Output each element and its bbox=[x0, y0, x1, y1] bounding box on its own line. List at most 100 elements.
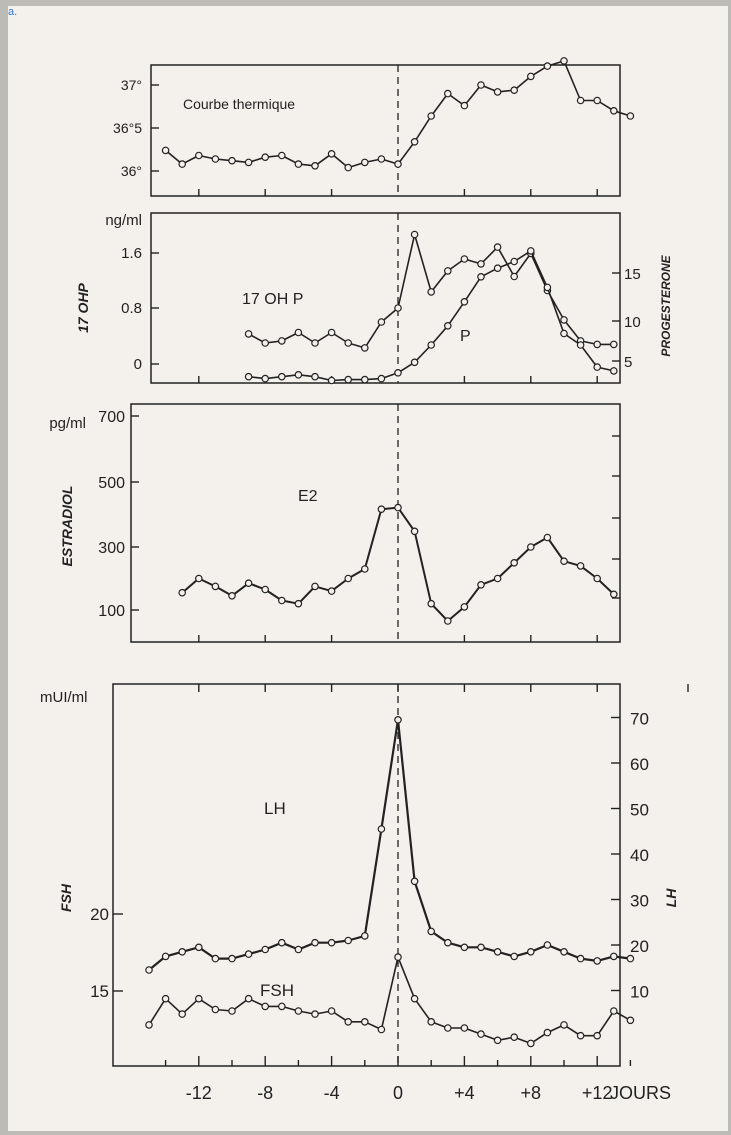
data-point bbox=[244, 158, 253, 167]
data-point bbox=[377, 155, 386, 163]
data-point bbox=[344, 163, 353, 172]
y2-axis-label: LH bbox=[663, 888, 679, 908]
data-point bbox=[510, 558, 519, 567]
data-point bbox=[427, 927, 436, 936]
data-point bbox=[460, 603, 469, 611]
data-point bbox=[311, 1010, 319, 1018]
data-point bbox=[327, 150, 336, 158]
data-point bbox=[277, 596, 286, 605]
data-point bbox=[277, 337, 286, 345]
data-point bbox=[593, 574, 602, 583]
y-tick-label: 0.8 bbox=[121, 300, 142, 317]
data-point bbox=[294, 328, 303, 337]
data-point bbox=[377, 825, 386, 833]
data-point bbox=[244, 330, 253, 338]
data-point bbox=[394, 160, 402, 168]
data-point bbox=[211, 582, 220, 591]
data-point bbox=[178, 160, 187, 168]
data-point bbox=[261, 1002, 270, 1011]
data-point bbox=[510, 257, 519, 266]
series-annotation: P bbox=[460, 328, 471, 345]
y-tick-label: 20 bbox=[90, 905, 109, 924]
y-axis-label: FSH bbox=[58, 883, 74, 912]
y2-tick-label: 10 bbox=[630, 983, 649, 1002]
data-point bbox=[327, 328, 336, 337]
data-point bbox=[609, 590, 618, 599]
series-line bbox=[248, 250, 614, 382]
data-point bbox=[244, 994, 253, 1003]
data-point bbox=[344, 375, 353, 384]
data-point bbox=[460, 297, 469, 306]
data-point bbox=[344, 339, 353, 347]
data-point bbox=[211, 954, 220, 963]
data-point bbox=[593, 1031, 602, 1040]
data-point bbox=[195, 943, 203, 952]
data-point bbox=[543, 1028, 552, 1037]
data-point bbox=[145, 966, 153, 974]
series-line bbox=[148, 718, 631, 971]
x-tick-label: -4 bbox=[324, 1083, 340, 1103]
data-point bbox=[394, 368, 402, 377]
data-point bbox=[178, 1010, 187, 1018]
chart-title: Courbe thermique bbox=[183, 96, 295, 112]
data-point bbox=[510, 86, 519, 95]
data-point bbox=[477, 943, 485, 952]
data-point bbox=[294, 599, 303, 608]
data-point bbox=[576, 1031, 585, 1040]
data-point bbox=[593, 363, 602, 371]
data-point bbox=[460, 255, 469, 263]
data-point bbox=[344, 1017, 353, 1026]
data-point bbox=[178, 588, 187, 597]
data-point bbox=[410, 527, 419, 536]
series-annotation: LH bbox=[264, 799, 286, 818]
data-point bbox=[410, 138, 419, 146]
data-point bbox=[195, 151, 203, 160]
data-point bbox=[161, 146, 170, 155]
y2-tick-label: 60 bbox=[630, 755, 649, 774]
data-point bbox=[261, 585, 270, 594]
data-point bbox=[543, 283, 552, 292]
series-annotation: E2 bbox=[298, 488, 318, 505]
data-point bbox=[360, 375, 369, 384]
y-tick-label: 500 bbox=[98, 475, 125, 492]
data-point bbox=[244, 579, 253, 588]
y-tick-label: 36°5 bbox=[113, 120, 142, 136]
data-point bbox=[261, 339, 270, 347]
data-point bbox=[493, 947, 502, 956]
data-point bbox=[360, 158, 369, 167]
data-point bbox=[377, 318, 386, 326]
data-point bbox=[526, 72, 535, 81]
y-tick-label: 37° bbox=[121, 77, 142, 93]
data-point bbox=[626, 112, 635, 120]
data-point bbox=[294, 160, 303, 168]
data-point bbox=[560, 947, 568, 956]
data-point bbox=[460, 101, 469, 110]
data-point bbox=[360, 565, 369, 573]
y-tick-label: 700 bbox=[98, 409, 125, 426]
data-point bbox=[477, 260, 485, 268]
data-point bbox=[460, 943, 469, 952]
data-point bbox=[360, 932, 369, 940]
data-point bbox=[344, 936, 353, 945]
data-point bbox=[560, 57, 568, 65]
data-point bbox=[228, 954, 236, 963]
data-point bbox=[161, 952, 170, 961]
data-point bbox=[443, 89, 452, 98]
data-point bbox=[277, 372, 286, 381]
data-point bbox=[477, 580, 485, 589]
data-point bbox=[244, 950, 253, 958]
y2-axis-label: PROGESTERONE bbox=[659, 254, 673, 356]
data-point bbox=[493, 264, 502, 273]
y-unit-label: pg/ml bbox=[49, 415, 86, 432]
data-point bbox=[560, 329, 568, 338]
data-point bbox=[609, 340, 618, 349]
y2-tick-label: 70 bbox=[630, 710, 649, 729]
data-point bbox=[626, 1016, 635, 1025]
gonadotropin-panel-frame bbox=[112, 683, 621, 1067]
y-axis-label: ESTRADIOL bbox=[59, 486, 75, 567]
y2-tick-label: 15 bbox=[624, 266, 641, 283]
y-tick-label: 100 bbox=[98, 603, 125, 620]
y-unit-label: mUI/ml bbox=[40, 689, 88, 706]
y-unit-label: ng/ml bbox=[105, 212, 142, 229]
data-point bbox=[526, 947, 535, 956]
